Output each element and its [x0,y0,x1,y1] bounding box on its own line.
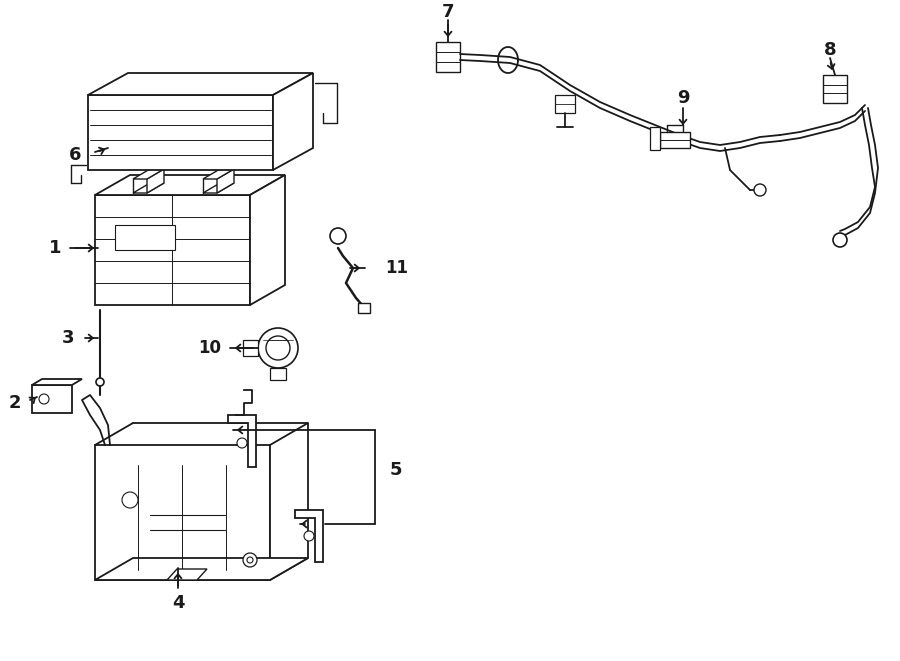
Polygon shape [650,127,660,150]
Polygon shape [243,340,258,356]
Circle shape [247,557,253,563]
Circle shape [266,336,290,360]
Polygon shape [32,379,82,385]
Polygon shape [95,195,250,305]
Text: 6: 6 [68,146,81,164]
Polygon shape [95,445,270,580]
Polygon shape [270,368,286,380]
Polygon shape [133,183,164,193]
Text: 7: 7 [442,3,454,21]
Circle shape [258,328,298,368]
Polygon shape [115,225,175,250]
Circle shape [96,378,104,386]
Text: 1: 1 [49,239,61,257]
Circle shape [330,228,346,244]
Polygon shape [555,95,575,113]
Polygon shape [660,132,690,148]
Text: 10: 10 [199,339,221,357]
Polygon shape [32,385,72,413]
Polygon shape [217,169,234,193]
Text: 3: 3 [62,329,74,347]
Text: 4: 4 [172,594,184,612]
Text: 5: 5 [390,461,402,479]
Polygon shape [95,558,308,580]
Circle shape [304,531,314,541]
Polygon shape [133,169,164,179]
Polygon shape [228,415,256,467]
Circle shape [833,233,847,247]
Circle shape [243,553,257,567]
Circle shape [754,184,766,196]
Polygon shape [273,73,313,170]
Polygon shape [250,175,285,305]
Polygon shape [167,569,207,580]
Polygon shape [147,169,164,193]
Text: 2: 2 [9,394,22,412]
Text: 9: 9 [677,89,689,107]
Circle shape [122,492,138,508]
Polygon shape [203,183,234,193]
Polygon shape [358,303,370,313]
Text: 11: 11 [385,259,408,277]
Polygon shape [295,510,323,562]
Polygon shape [88,73,313,95]
Polygon shape [823,75,847,103]
Circle shape [237,438,247,448]
Text: 8: 8 [824,41,836,59]
Polygon shape [270,423,308,580]
Polygon shape [95,175,285,195]
Polygon shape [88,95,273,170]
Polygon shape [436,42,460,72]
Polygon shape [203,169,234,179]
Circle shape [39,394,49,404]
